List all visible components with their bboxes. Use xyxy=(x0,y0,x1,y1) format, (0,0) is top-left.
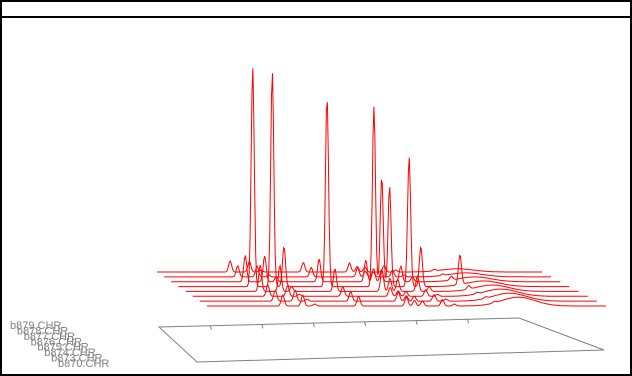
floor-outline xyxy=(157,317,605,363)
depth-label: b876.CHR xyxy=(31,336,82,348)
floor-tick xyxy=(415,320,418,325)
depth-label: b870.CHR xyxy=(58,358,109,370)
depth-label: b873.CHR xyxy=(51,353,102,365)
depth-label: b877.CHR xyxy=(24,331,75,343)
floor-tick xyxy=(364,321,367,326)
depth-label: b874.CHR xyxy=(44,347,95,359)
depth-label: b875.CHR xyxy=(37,342,88,354)
trace-b876-chr xyxy=(178,68,570,288)
trace-b875-chr xyxy=(185,263,579,292)
floor-tick xyxy=(467,319,470,324)
trace-b878-chr xyxy=(164,264,552,278)
floor-tick xyxy=(261,324,264,329)
title-bar xyxy=(2,2,630,18)
trace-series xyxy=(157,68,606,307)
depth-labels: b879.CHRb878.CHRb877.CHRb876.CHRb875.CHR… xyxy=(10,320,109,370)
floor-tick xyxy=(312,323,315,328)
floor-plane xyxy=(157,317,605,363)
floor-tick xyxy=(209,325,212,330)
trace-b870-chr xyxy=(207,294,606,307)
trace-b873-chr xyxy=(199,289,597,302)
trace-b877-chr xyxy=(171,255,561,283)
trace-b879-chr xyxy=(157,260,542,273)
trace-b874-chr xyxy=(192,284,588,297)
depth-label: b879.CHR xyxy=(10,320,61,332)
depth-label: b878.CHR xyxy=(17,325,68,337)
